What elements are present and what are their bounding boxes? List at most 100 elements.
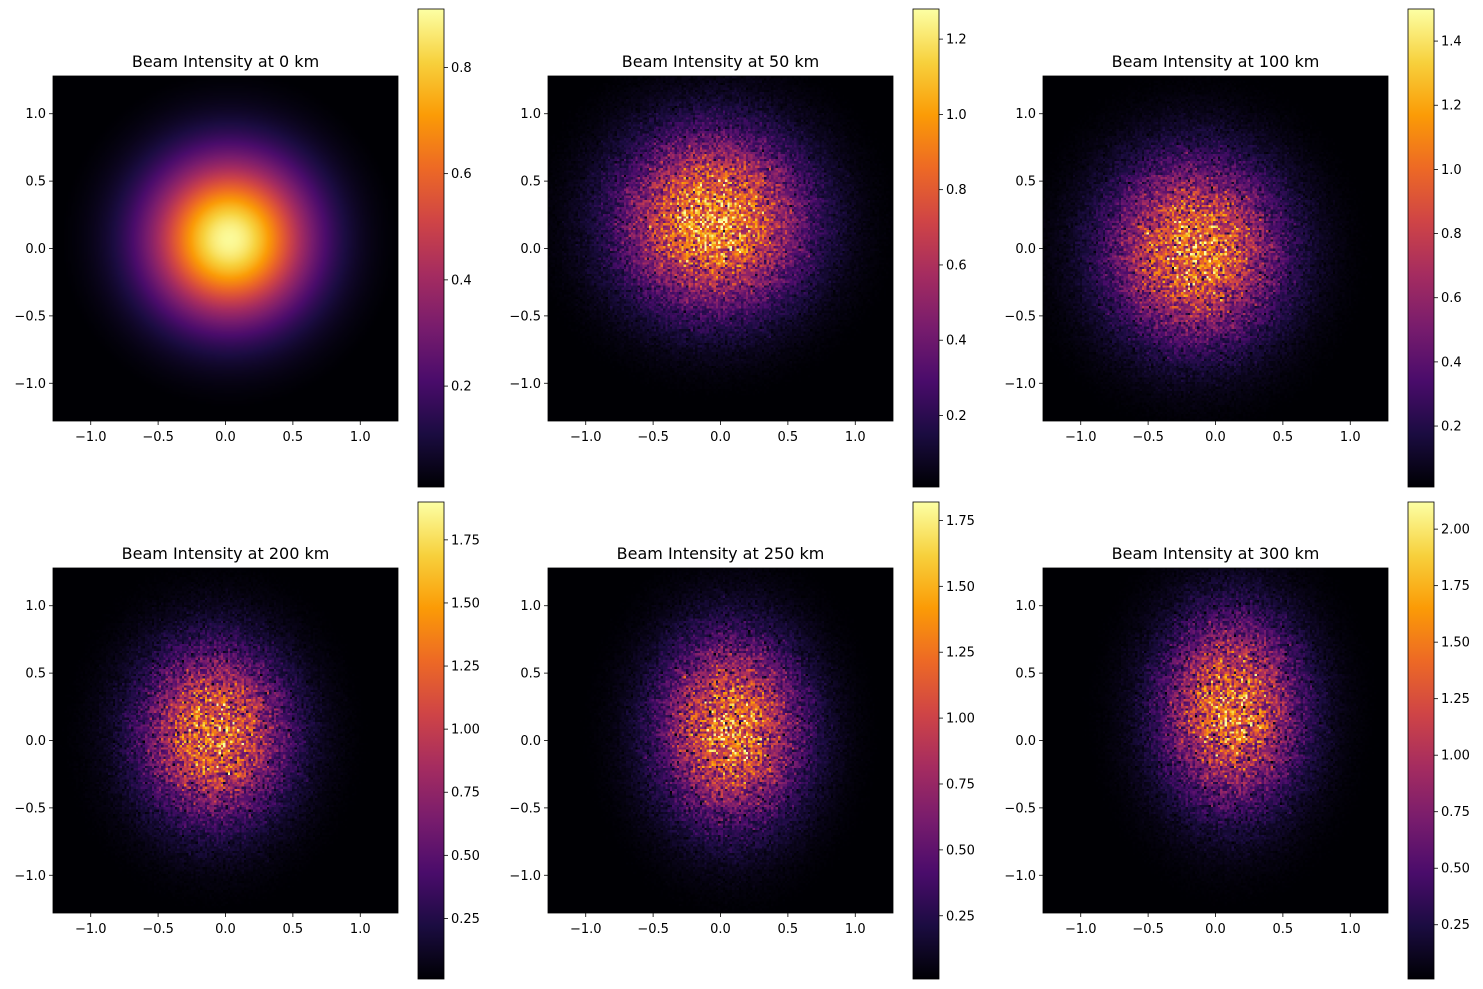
panel-2: Beam Intensity at 50 km −1.0 −0.5 0.0 0.5 1.0… <box>509 8 967 488</box>
x-tick-label: 0.5 <box>283 430 304 445</box>
colorbar-tick-label: 0.8 <box>451 61 472 76</box>
heatmap-image <box>1043 76 1388 421</box>
x-tick-label: −0.5 <box>1132 430 1164 445</box>
y-tick-label: 1.0 <box>1015 107 1036 122</box>
y-tick-label: −0.5 <box>1004 801 1036 816</box>
panel-6: Beam Intensity at 300 km −1.0 −0.5 0.0 0.5 1.… <box>1004 501 1470 980</box>
x-tick-label: −1.0 <box>570 430 602 445</box>
colorbar-frame <box>912 8 940 488</box>
x-tick-label: −0.5 <box>637 922 669 937</box>
y-tick-label: 0.0 <box>25 734 46 749</box>
colorbar-tick-label: 0.25 <box>451 912 480 927</box>
y-tick-label: 0.5 <box>1015 175 1036 190</box>
x-tick-label: 0.5 <box>1273 430 1294 445</box>
x-tick-label: 0.5 <box>283 922 304 937</box>
colorbar-tick-label: 1.50 <box>451 596 480 611</box>
y-tick-label: 0.0 <box>1015 734 1036 749</box>
x-tick-label: 0.0 <box>215 430 236 445</box>
colorbar-tick-label: 0.2 <box>946 409 967 424</box>
colorbar-frame <box>1407 501 1435 980</box>
y-tick-label: −0.5 <box>509 309 541 324</box>
x-tick-label: 1.0 <box>350 922 371 937</box>
x-tick-label: 1.0 <box>1340 922 1361 937</box>
y-tick-label: 1.0 <box>520 107 541 122</box>
colorbar-tick-label: 0.4 <box>946 334 967 349</box>
heatmap-image <box>53 568 398 913</box>
colorbar-tick-label: 0.25 <box>946 909 975 924</box>
x-tick-label: 0.0 <box>710 430 731 445</box>
colorbar: 0.25 0.50 0.75 1.00 1.25 1.50 1.75 <box>912 501 975 980</box>
y-tick-label: 0.0 <box>1015 242 1036 257</box>
y-tick-label: −1.0 <box>14 377 46 392</box>
colorbar-frame <box>417 501 445 980</box>
colorbar-tick-label: 1.50 <box>1441 636 1470 651</box>
x-tick-label: −1.0 <box>1065 922 1097 937</box>
panel-1: Beam Intensity at 0 km −1.0 −0.5 0.0 0.5 1.0 −… <box>14 8 472 488</box>
panel-title: Beam Intensity at 50 km <box>622 52 819 71</box>
y-tick-label: −1.0 <box>14 869 46 884</box>
x-tick-label: 1.0 <box>1340 430 1361 445</box>
colorbar-tick-label: 1.50 <box>946 580 975 595</box>
colorbar-tick-label: 0.4 <box>451 273 472 288</box>
panel-title: Beam Intensity at 0 km <box>132 52 319 71</box>
colorbar-tick-label: 0.2 <box>451 380 472 395</box>
x-tick-label: 1.0 <box>845 430 866 445</box>
colorbar-tick-label: 0.2 <box>1441 420 1462 435</box>
colorbar-tick-label: 1.25 <box>946 646 975 661</box>
y-tick-label: −1.0 <box>1004 869 1036 884</box>
colorbar-tick-label: 0.50 <box>451 849 480 864</box>
colorbar-tick-label: 1.00 <box>946 712 975 727</box>
colorbar: 0.2 0.4 0.6 0.8 1.0 1.2 <box>912 8 967 488</box>
colorbar-tick-label: 1.75 <box>451 533 480 548</box>
colorbar-tick-label: 0.4 <box>1441 355 1462 370</box>
x-tick-label: 1.0 <box>845 922 866 937</box>
panel-title: Beam Intensity at 100 km <box>1112 52 1320 71</box>
y-tick-label: 0.5 <box>25 667 46 682</box>
colorbar-tick-label: 1.0 <box>946 108 967 123</box>
x-tick-label: −1.0 <box>570 922 602 937</box>
colorbar-tick-label: 1.25 <box>1441 692 1470 707</box>
y-tick-label: −1.0 <box>509 869 541 884</box>
y-tick-label: 0.0 <box>520 242 541 257</box>
y-tick-label: 1.0 <box>25 107 46 122</box>
panel-title: Beam Intensity at 200 km <box>122 544 330 563</box>
colorbar-frame <box>417 8 445 488</box>
x-tick-label: −0.5 <box>1132 922 1164 937</box>
heatmap-image <box>548 568 893 913</box>
colorbar-tick-label: 1.00 <box>451 723 480 738</box>
colorbar-gradient <box>913 502 939 979</box>
x-tick-label: −1.0 <box>1065 430 1097 445</box>
colorbar-tick-label: 2.00 <box>1441 523 1470 538</box>
x-tick-label: −1.0 <box>75 430 107 445</box>
colorbar-tick-label: 0.8 <box>1441 227 1462 242</box>
panel-5: Beam Intensity at 250 km −1.0 −0.5 0.0 0.5 1.… <box>509 501 975 980</box>
colorbar-frame <box>1407 8 1435 488</box>
colorbar-tick-label: 0.50 <box>1441 862 1470 877</box>
colorbar-tick-label: 1.0 <box>1441 163 1462 178</box>
colorbar-tick-label: 0.75 <box>946 777 975 792</box>
x-tick-label: 0.5 <box>1273 922 1294 937</box>
x-tick-label: 1.0 <box>350 430 371 445</box>
colorbar-tick-label: 0.75 <box>451 786 480 801</box>
y-tick-label: 0.5 <box>25 175 46 190</box>
colorbar-tick-label: 0.25 <box>1441 918 1470 933</box>
panel-4: Beam Intensity at 200 km −1.0 −0.5 0.0 0.5 1.… <box>14 501 480 980</box>
panel-title: Beam Intensity at 250 km <box>617 544 825 563</box>
x-tick-label: −0.5 <box>142 922 174 937</box>
y-tick-label: −0.5 <box>1004 309 1036 324</box>
colorbar-gradient <box>418 502 444 979</box>
x-tick-label: −0.5 <box>142 430 174 445</box>
y-tick-label: 1.0 <box>520 599 541 614</box>
x-tick-label: −0.5 <box>637 430 669 445</box>
colorbar-tick-label: 0.8 <box>946 183 967 198</box>
colorbar-tick-label: 1.2 <box>946 33 967 48</box>
y-tick-label: 1.0 <box>25 599 46 614</box>
heatmap-image <box>53 76 398 421</box>
colorbar-gradient <box>1408 502 1434 979</box>
colorbar-tick-label: 0.6 <box>946 258 967 273</box>
y-tick-label: 0.5 <box>520 667 541 682</box>
colorbar-tick-label: 0.75 <box>1441 805 1470 820</box>
x-tick-label: 0.5 <box>778 922 799 937</box>
colorbar-tick-label: 1.4 <box>1441 35 1462 50</box>
colorbar: 0.2 0.4 0.6 0.8 1.0 1.2 1.4 <box>1407 8 1462 488</box>
